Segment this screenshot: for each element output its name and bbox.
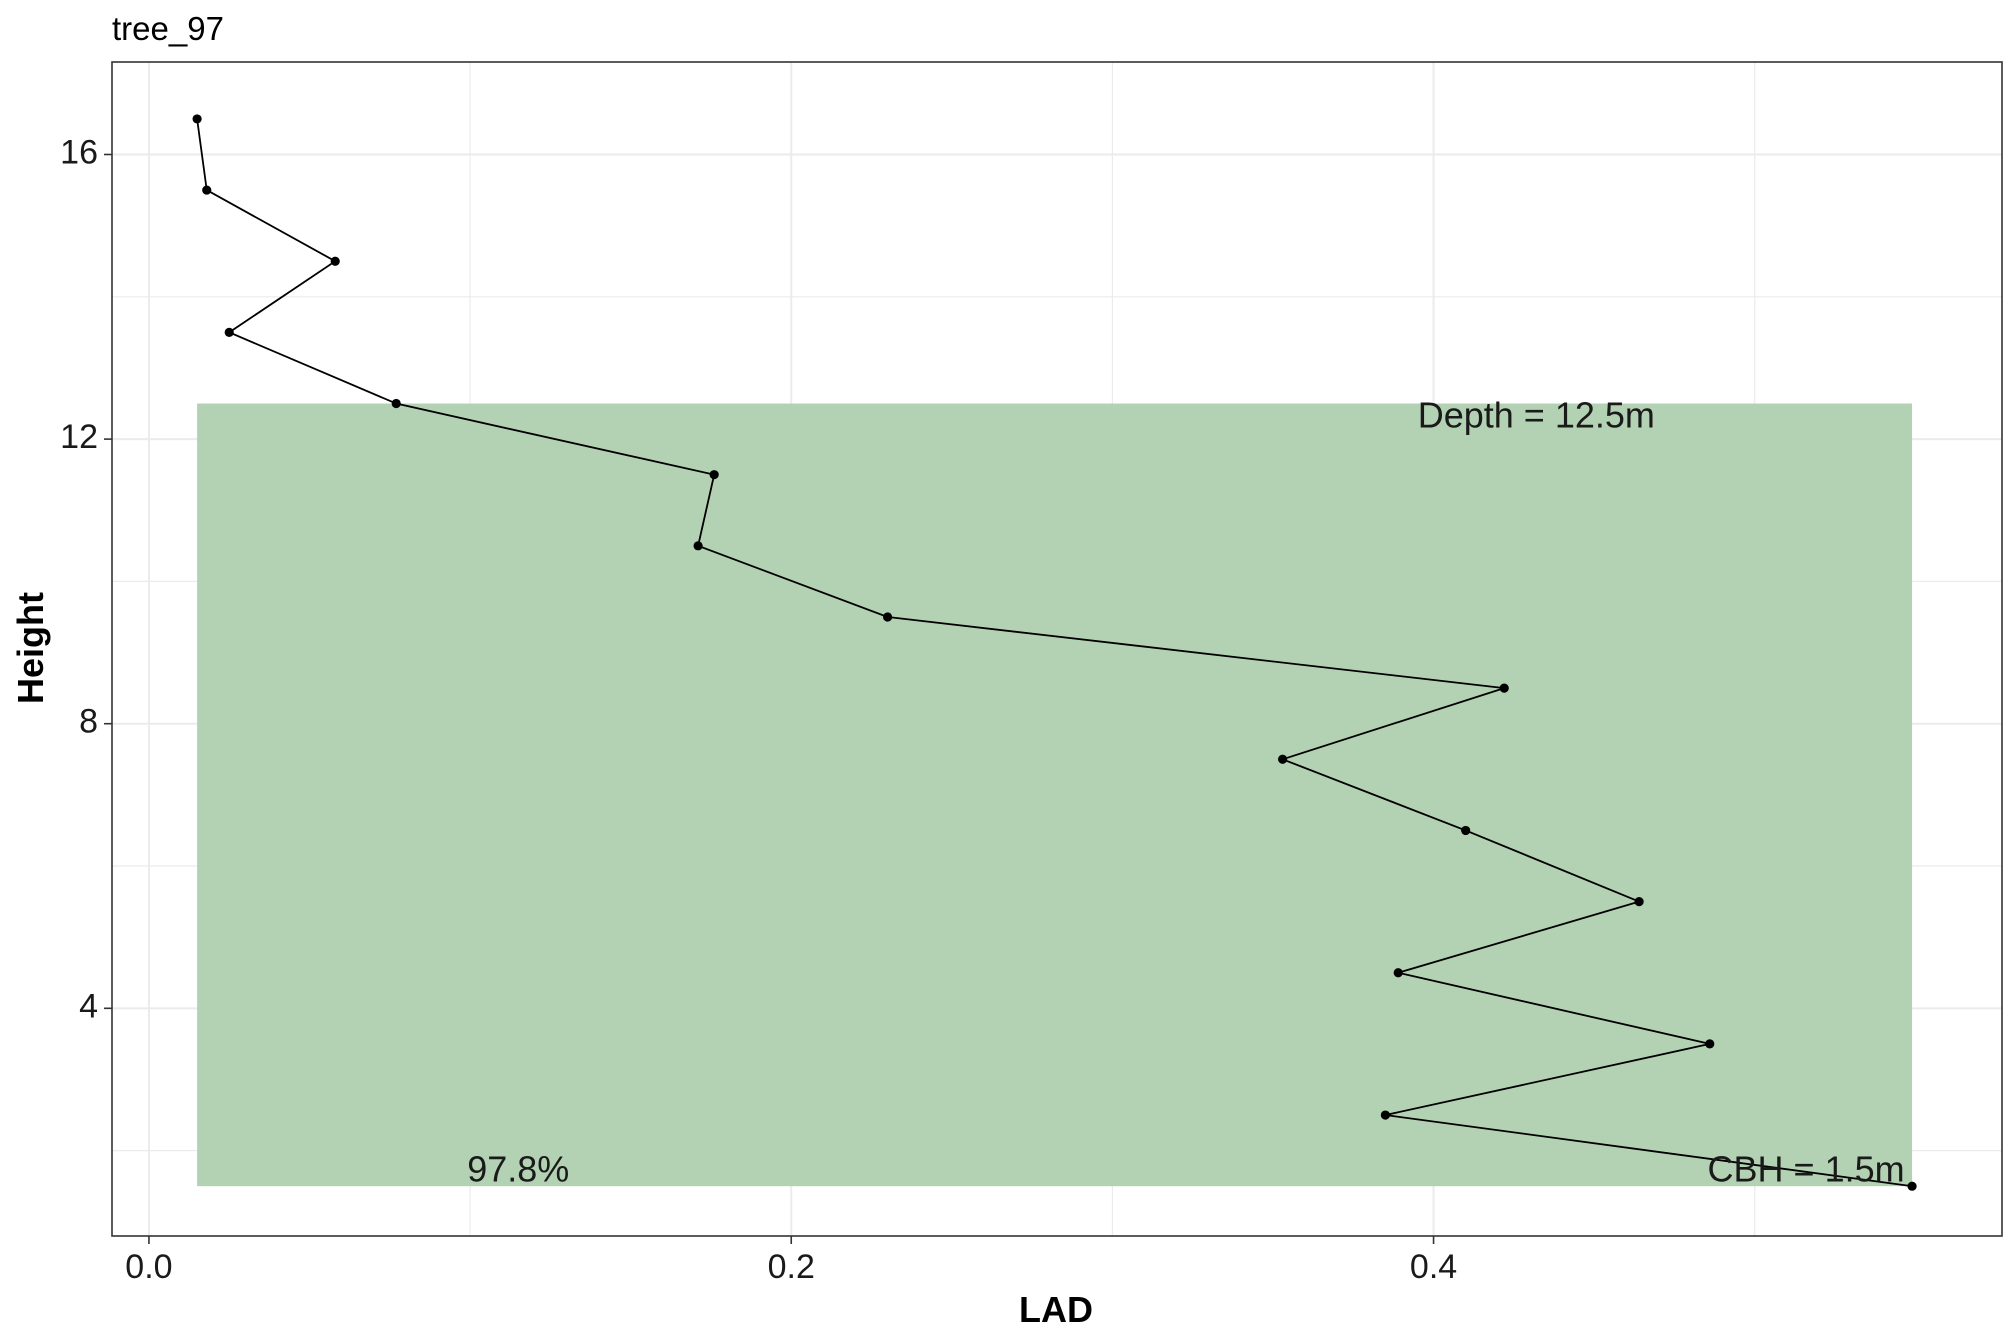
annotation-label: 97.8% <box>467 1148 569 1189</box>
y-tick-label: 4 <box>79 987 98 1025</box>
data-point <box>1907 1182 1916 1191</box>
crown-region-layer <box>197 404 1912 1187</box>
data-point <box>225 328 234 337</box>
data-point <box>1394 968 1403 977</box>
data-point <box>193 114 202 123</box>
crown-region <box>197 404 1912 1187</box>
data-point <box>710 470 719 479</box>
data-point <box>392 399 401 408</box>
data-point <box>1381 1110 1390 1119</box>
x-tick-label: 0.4 <box>1410 1248 1457 1286</box>
annotation-label: CBH = 1.5m <box>1708 1148 1905 1189</box>
plot-title: tree_97 <box>112 10 224 47</box>
y-axis-title: Height <box>10 592 51 704</box>
data-point <box>1278 755 1287 764</box>
y-tick-label: 16 <box>60 133 98 171</box>
data-point <box>1500 684 1509 693</box>
x-tick-label: 0.2 <box>768 1248 815 1286</box>
data-point <box>883 612 892 621</box>
y-tick-label: 8 <box>79 703 98 741</box>
x-axis-title: LAD <box>1019 1289 1093 1330</box>
y-tick-label: 12 <box>60 418 98 456</box>
data-point <box>694 541 703 550</box>
data-point <box>331 257 340 266</box>
annotation-label: Depth = 12.5m <box>1418 394 1655 435</box>
data-point <box>1705 1039 1714 1048</box>
x-tick-label: 0.0 <box>125 1248 172 1286</box>
data-point <box>1461 826 1470 835</box>
data-point <box>1634 897 1643 906</box>
data-point <box>202 185 211 194</box>
